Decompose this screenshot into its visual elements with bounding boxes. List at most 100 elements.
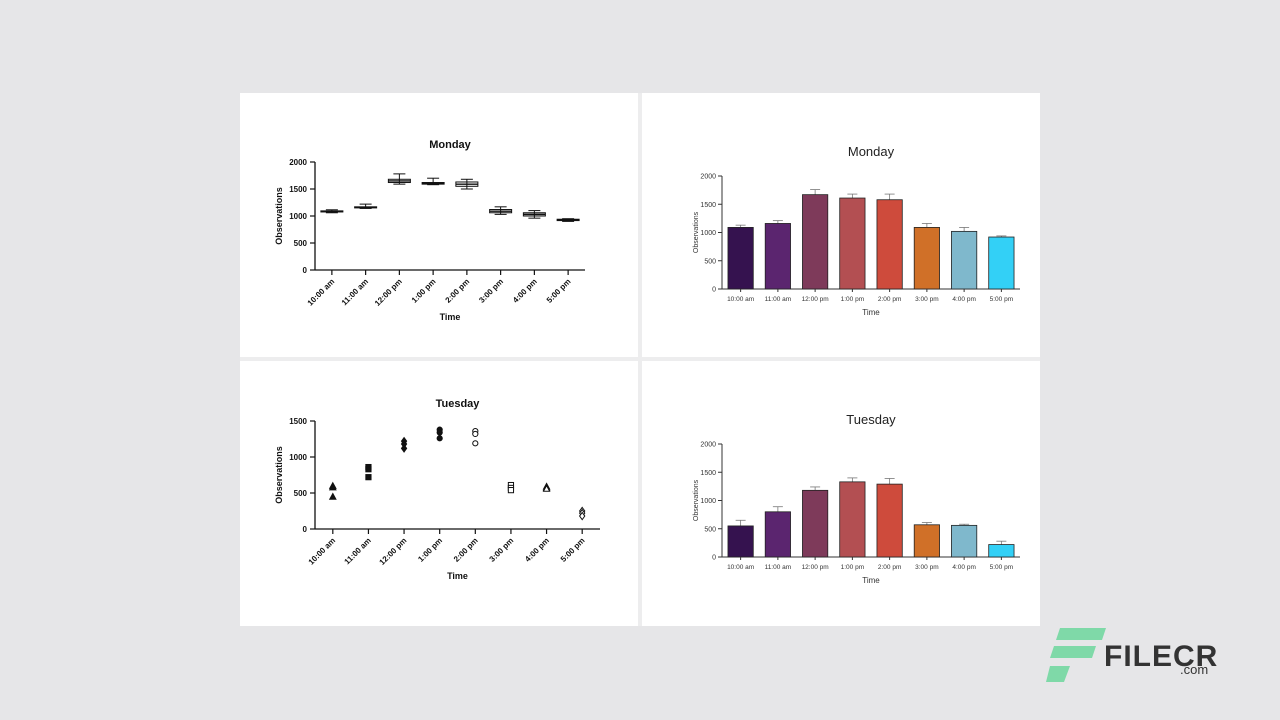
y-tick-label: 0 — [712, 555, 716, 562]
y-tick-label: 500 — [294, 489, 308, 498]
bar — [913, 227, 940, 290]
watermark-suffix: .com — [1180, 662, 1209, 677]
bar — [727, 227, 754, 290]
data-point — [507, 487, 515, 494]
bar — [988, 236, 1015, 290]
y-tick-label: 500 — [704, 258, 716, 265]
y-axis-label: Observations — [693, 479, 700, 521]
monday-box-panel: Monday 0 500 1000 1500 2000 10:00 am 11:00 am 12… — [240, 93, 638, 357]
bar — [951, 524, 978, 558]
data-point — [328, 492, 337, 500]
x-tick-label: 2:00 pm — [444, 277, 472, 305]
x-tick-label: 4:00 pm — [511, 277, 539, 305]
bar — [764, 223, 791, 290]
tuesday-scatter-chart: Tuesday 0 500 1000 1500 10:00 am 11:00 am 12:00… — [274, 398, 600, 581]
data-point — [365, 474, 372, 481]
logo-stripe-top — [1056, 628, 1106, 640]
y-tick-label: 1000 — [700, 230, 716, 237]
data-point — [365, 466, 372, 473]
filecr-logo-icon — [1046, 628, 1106, 682]
data-point — [436, 435, 443, 442]
bar — [988, 544, 1015, 558]
x-tick-label: 3:00 pm — [915, 296, 939, 303]
data-point — [472, 430, 479, 438]
y-tick-label: 0 — [712, 287, 716, 294]
x-tick-label: 1:00 pm — [416, 536, 444, 564]
y-tick-label: 500 — [294, 239, 308, 248]
tuesday-bar-panel: Tuesday 0 500 1000 1500 2000 10:00 am 11:00 am 1… — [642, 361, 1040, 626]
x-tick-label: 11:00 am — [765, 564, 792, 571]
x-tick-label: 10:00 am — [727, 296, 754, 303]
bar — [876, 483, 903, 558]
data-point — [328, 483, 337, 491]
x-tick-label: 3:00 pm — [488, 536, 516, 564]
bar — [764, 511, 791, 558]
x-tick-label: 10:00 am — [727, 564, 754, 571]
bar — [839, 197, 866, 290]
y-tick-label: 2000 — [289, 158, 307, 167]
x-tick-label: 10:00 am — [307, 536, 338, 567]
data-point — [400, 443, 408, 453]
x-tick-label: 4:00 pm — [523, 536, 551, 564]
x-tick-label: 12:00 pm — [802, 564, 829, 571]
y-tick-label: 500 — [704, 526, 716, 533]
monday-bar-chart: Monday 0 500 1000 1500 2000 10:00 am 11:00 am 12… — [693, 144, 1020, 317]
y-tick-label: 1000 — [289, 212, 307, 221]
bar — [802, 194, 829, 290]
y-tick-label: 1000 — [289, 453, 307, 462]
y-tick-label: 1500 — [289, 185, 307, 194]
x-tick-label: 5:00 pm — [559, 536, 587, 564]
y-tick-label: 1000 — [700, 498, 716, 505]
x-tick-label: 2:00 pm — [452, 536, 480, 564]
data-point — [472, 440, 479, 447]
data-point — [436, 429, 443, 436]
watermark-name: FILECR — [1104, 640, 1219, 673]
data-point — [542, 484, 551, 492]
x-tick-label: 2:00 pm — [878, 296, 902, 303]
x-tick-label: 2:00 pm — [878, 564, 902, 571]
x-tick-label: 4:00 pm — [952, 296, 976, 303]
x-tick-label: 10:00 am — [306, 277, 337, 308]
bar — [876, 199, 903, 290]
x-tick-label: 12:00 pm — [373, 277, 404, 308]
x-tick-label: 5:00 pm — [990, 296, 1014, 303]
y-axis-label: Observations — [274, 446, 284, 504]
logo-stripe-middle — [1050, 646, 1096, 658]
y-tick-label: 2000 — [700, 442, 716, 449]
bar — [727, 525, 754, 558]
y-tick-label: 1500 — [700, 470, 716, 477]
chart-title: Tuesday — [436, 398, 481, 410]
chart-board: Monday 0 500 1000 1500 2000 10:00 am 11:00 am 12… — [240, 93, 1040, 626]
y-axis-label: Observations — [693, 211, 700, 253]
x-tick-label: 11:00 am — [765, 296, 792, 303]
bar — [913, 524, 940, 558]
y-tick-label: 1500 — [289, 417, 307, 426]
x-tick-label: 1:00 pm — [841, 564, 865, 571]
x-axis-label: Time — [862, 308, 880, 317]
x-tick-label: 5:00 pm — [990, 564, 1014, 571]
monday-box-chart: Monday 0 500 1000 1500 2000 10:00 am 11:00 am 12… — [274, 139, 585, 322]
x-axis-label: Time — [440, 312, 461, 322]
x-tick-label: 3:00 pm — [477, 277, 505, 305]
x-tick-label: 12:00 pm — [378, 536, 409, 567]
y-tick-label: 1500 — [700, 202, 716, 209]
bar — [802, 489, 829, 558]
chart-title: Monday — [848, 144, 895, 159]
x-tick-label: 1:00 pm — [841, 296, 865, 303]
x-tick-label: 5:00 pm — [545, 277, 573, 305]
tuesday-scatter-panel: Tuesday 0 500 1000 1500 10:00 am 11:00 am 12:00… — [240, 361, 638, 626]
y-tick-label: 0 — [303, 525, 308, 534]
x-tick-label: 11:00 am — [343, 536, 373, 566]
x-tick-label: 4:00 pm — [952, 564, 976, 571]
bar — [839, 481, 866, 558]
chart-title: Tuesday — [846, 412, 896, 427]
bar — [951, 230, 978, 290]
monday-bar-panel: Monday 0 500 1000 1500 2000 10:00 am 11:00 am 12… — [642, 93, 1040, 357]
tuesday-bar-chart: Tuesday 0 500 1000 1500 2000 10:00 am 11:00 am 1… — [693, 412, 1020, 585]
y-tick-label: 0 — [303, 266, 308, 275]
logo-stripe-bottom — [1046, 666, 1070, 682]
x-tick-label: 3:00 pm — [915, 564, 939, 571]
y-axis-label: Observations — [274, 187, 284, 245]
y-tick-label: 2000 — [700, 174, 716, 181]
x-tick-label: 12:00 pm — [802, 296, 829, 303]
